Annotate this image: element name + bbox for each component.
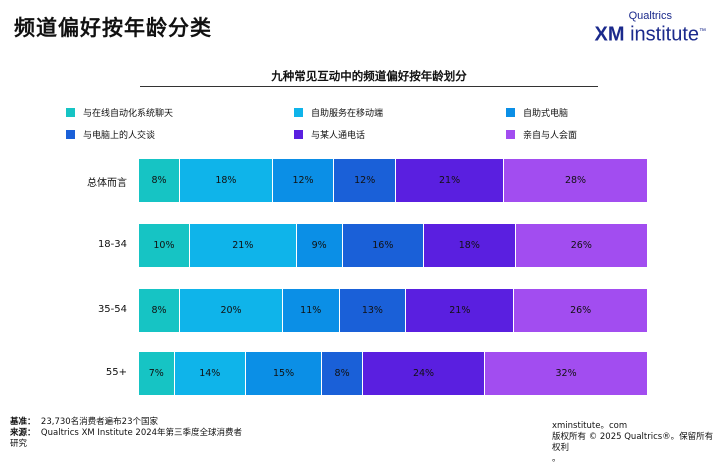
legend-swatch (506, 130, 515, 139)
legend-item: 与某人通电话 (294, 128, 365, 141)
legend-label: 与在线自动化系统聊天 (83, 109, 174, 119)
legend-swatch (294, 108, 303, 117)
footer-source-text: Qualtrics XM Institute 2024年第三季度全球消费者 (40, 428, 243, 438)
bar-segment: 11% (282, 289, 340, 332)
bar-segment: 10% (139, 224, 190, 267)
legend-label: 亲自与人会面 (523, 131, 578, 141)
bar-segment: 20% (180, 289, 283, 332)
legend-item: 自助服务在移动端 (294, 106, 383, 119)
bar-segment: 14% (174, 352, 246, 395)
bar-segment: 21% (396, 159, 505, 202)
bar-value-label: 18% (458, 240, 480, 251)
bar-value-label: 26% (570, 240, 592, 251)
bar-segment: 32% (485, 352, 648, 395)
brand-qualtrics: Qualtrics (628, 10, 672, 22)
legend-item: 自助式电脑 (506, 106, 568, 119)
footer-source-label: 来源： (10, 428, 36, 438)
bar-value-label: 24% (412, 368, 435, 379)
bar-segment: 13% (339, 289, 407, 332)
legend-label: 自助服务在移动端 (311, 109, 384, 119)
bar-value-label: 7% (148, 368, 164, 379)
legend-swatch (66, 108, 75, 117)
bar-value-label: 20% (220, 305, 242, 316)
bar-segment: 8% (139, 159, 181, 202)
legend-label: 与电脑上的人交谈 (83, 131, 156, 141)
footer-site: xminstitute。com (552, 421, 628, 431)
bar-value-label: 8% (151, 175, 167, 186)
bar-segment: 8% (322, 352, 363, 395)
bar-segment: 26% (514, 289, 648, 332)
brand-xm-institute: XM institute™ (595, 22, 706, 45)
bar-value-label: 8% (334, 368, 350, 379)
bar-segment: 15% (245, 352, 323, 395)
legend-item: 与电脑上的人交谈 (66, 128, 155, 141)
bar-segment: 28% (504, 159, 648, 202)
chart-title-rule (140, 86, 598, 87)
legend-item: 亲自与人会面 (506, 128, 577, 141)
legend-swatch (66, 130, 75, 139)
bar-segment: 9% (296, 224, 343, 267)
bar-value-label: 10% (153, 240, 175, 251)
bar-segment: 12% (272, 159, 335, 202)
bar-value-label: 12% (354, 175, 376, 186)
bar-segment: 8% (139, 289, 181, 332)
legend-item: 与在线自动化系统聊天 (66, 106, 173, 119)
footer-right: xminstitute。com 版权所有 © 2025 Qualtrics®。保… (552, 421, 720, 465)
bar-value-label: 28% (564, 175, 587, 186)
legend-swatch (294, 130, 303, 139)
page-title: 频道偏好按年龄分类 (14, 16, 212, 40)
bar-value-label: 26% (570, 305, 592, 316)
row-label: 18-34 (97, 238, 127, 250)
bar-value-label: 11% (300, 305, 322, 316)
bar-value-label: 21% (232, 240, 254, 251)
row-label: 55+ (105, 366, 127, 378)
bar-value-label: 13% (361, 305, 383, 316)
bar-segment: 16% (342, 224, 425, 267)
legend-swatch (506, 108, 515, 117)
bar-value-label: 32% (555, 368, 577, 379)
bar-value-label: 8% (151, 305, 167, 316)
bar-value-label: 21% (449, 305, 471, 316)
row-label: 总体而言 (87, 177, 127, 189)
brand-logo: Qualtrics XM institute™ (595, 10, 706, 45)
footer-base-label: 基准： (10, 417, 36, 427)
chart-title: 九种常见互动中的频道偏好按年龄划分 (271, 69, 467, 83)
bar-segment: 21% (189, 224, 297, 267)
footer-source: 来源： Qualtrics XM Institute 2024年第三季度全球消费… (10, 428, 242, 439)
bar-value-label: 9% (311, 240, 327, 251)
bar-segment: 12% (334, 159, 397, 202)
legend-label: 自助式电脑 (523, 109, 569, 119)
brand-tm: ™ (699, 28, 706, 35)
legend-label: 与某人通电话 (311, 131, 366, 141)
bar-segment: 7% (139, 352, 175, 395)
footer-source-cont: 研究 (10, 439, 28, 449)
footer-copyright: 版权所有 © 2025 Qualtrics®。保留所有权利 (552, 432, 714, 453)
footer-base: 基准： 23,730名消费者遍布23个国家 (10, 417, 242, 428)
bar-value-label: 15% (272, 368, 295, 379)
footer-copyright-cont: 。 (552, 454, 561, 464)
footer-notes: 基准： 23,730名消费者遍布23个国家 来源： Qualtrics XM I… (10, 417, 242, 450)
bar-segment: 18% (424, 224, 516, 267)
bar-segment: 21% (406, 289, 515, 332)
bar-value-label: 16% (372, 240, 394, 251)
bar-value-label: 21% (438, 175, 461, 186)
bar-segment: 24% (362, 352, 486, 395)
row-label: 35-54 (97, 303, 127, 315)
brand-xm: XM (594, 23, 625, 46)
bar-segment: 26% (515, 224, 648, 267)
footer-base-text: 23,730名消费者遍布23个国家 (40, 417, 158, 427)
bar-value-label: 14% (199, 368, 221, 379)
bar-value-label: 12% (292, 175, 314, 186)
bar-segment: 18% (180, 159, 273, 202)
brand-institute: institute (624, 23, 699, 46)
bar-value-label: 18% (215, 175, 237, 186)
